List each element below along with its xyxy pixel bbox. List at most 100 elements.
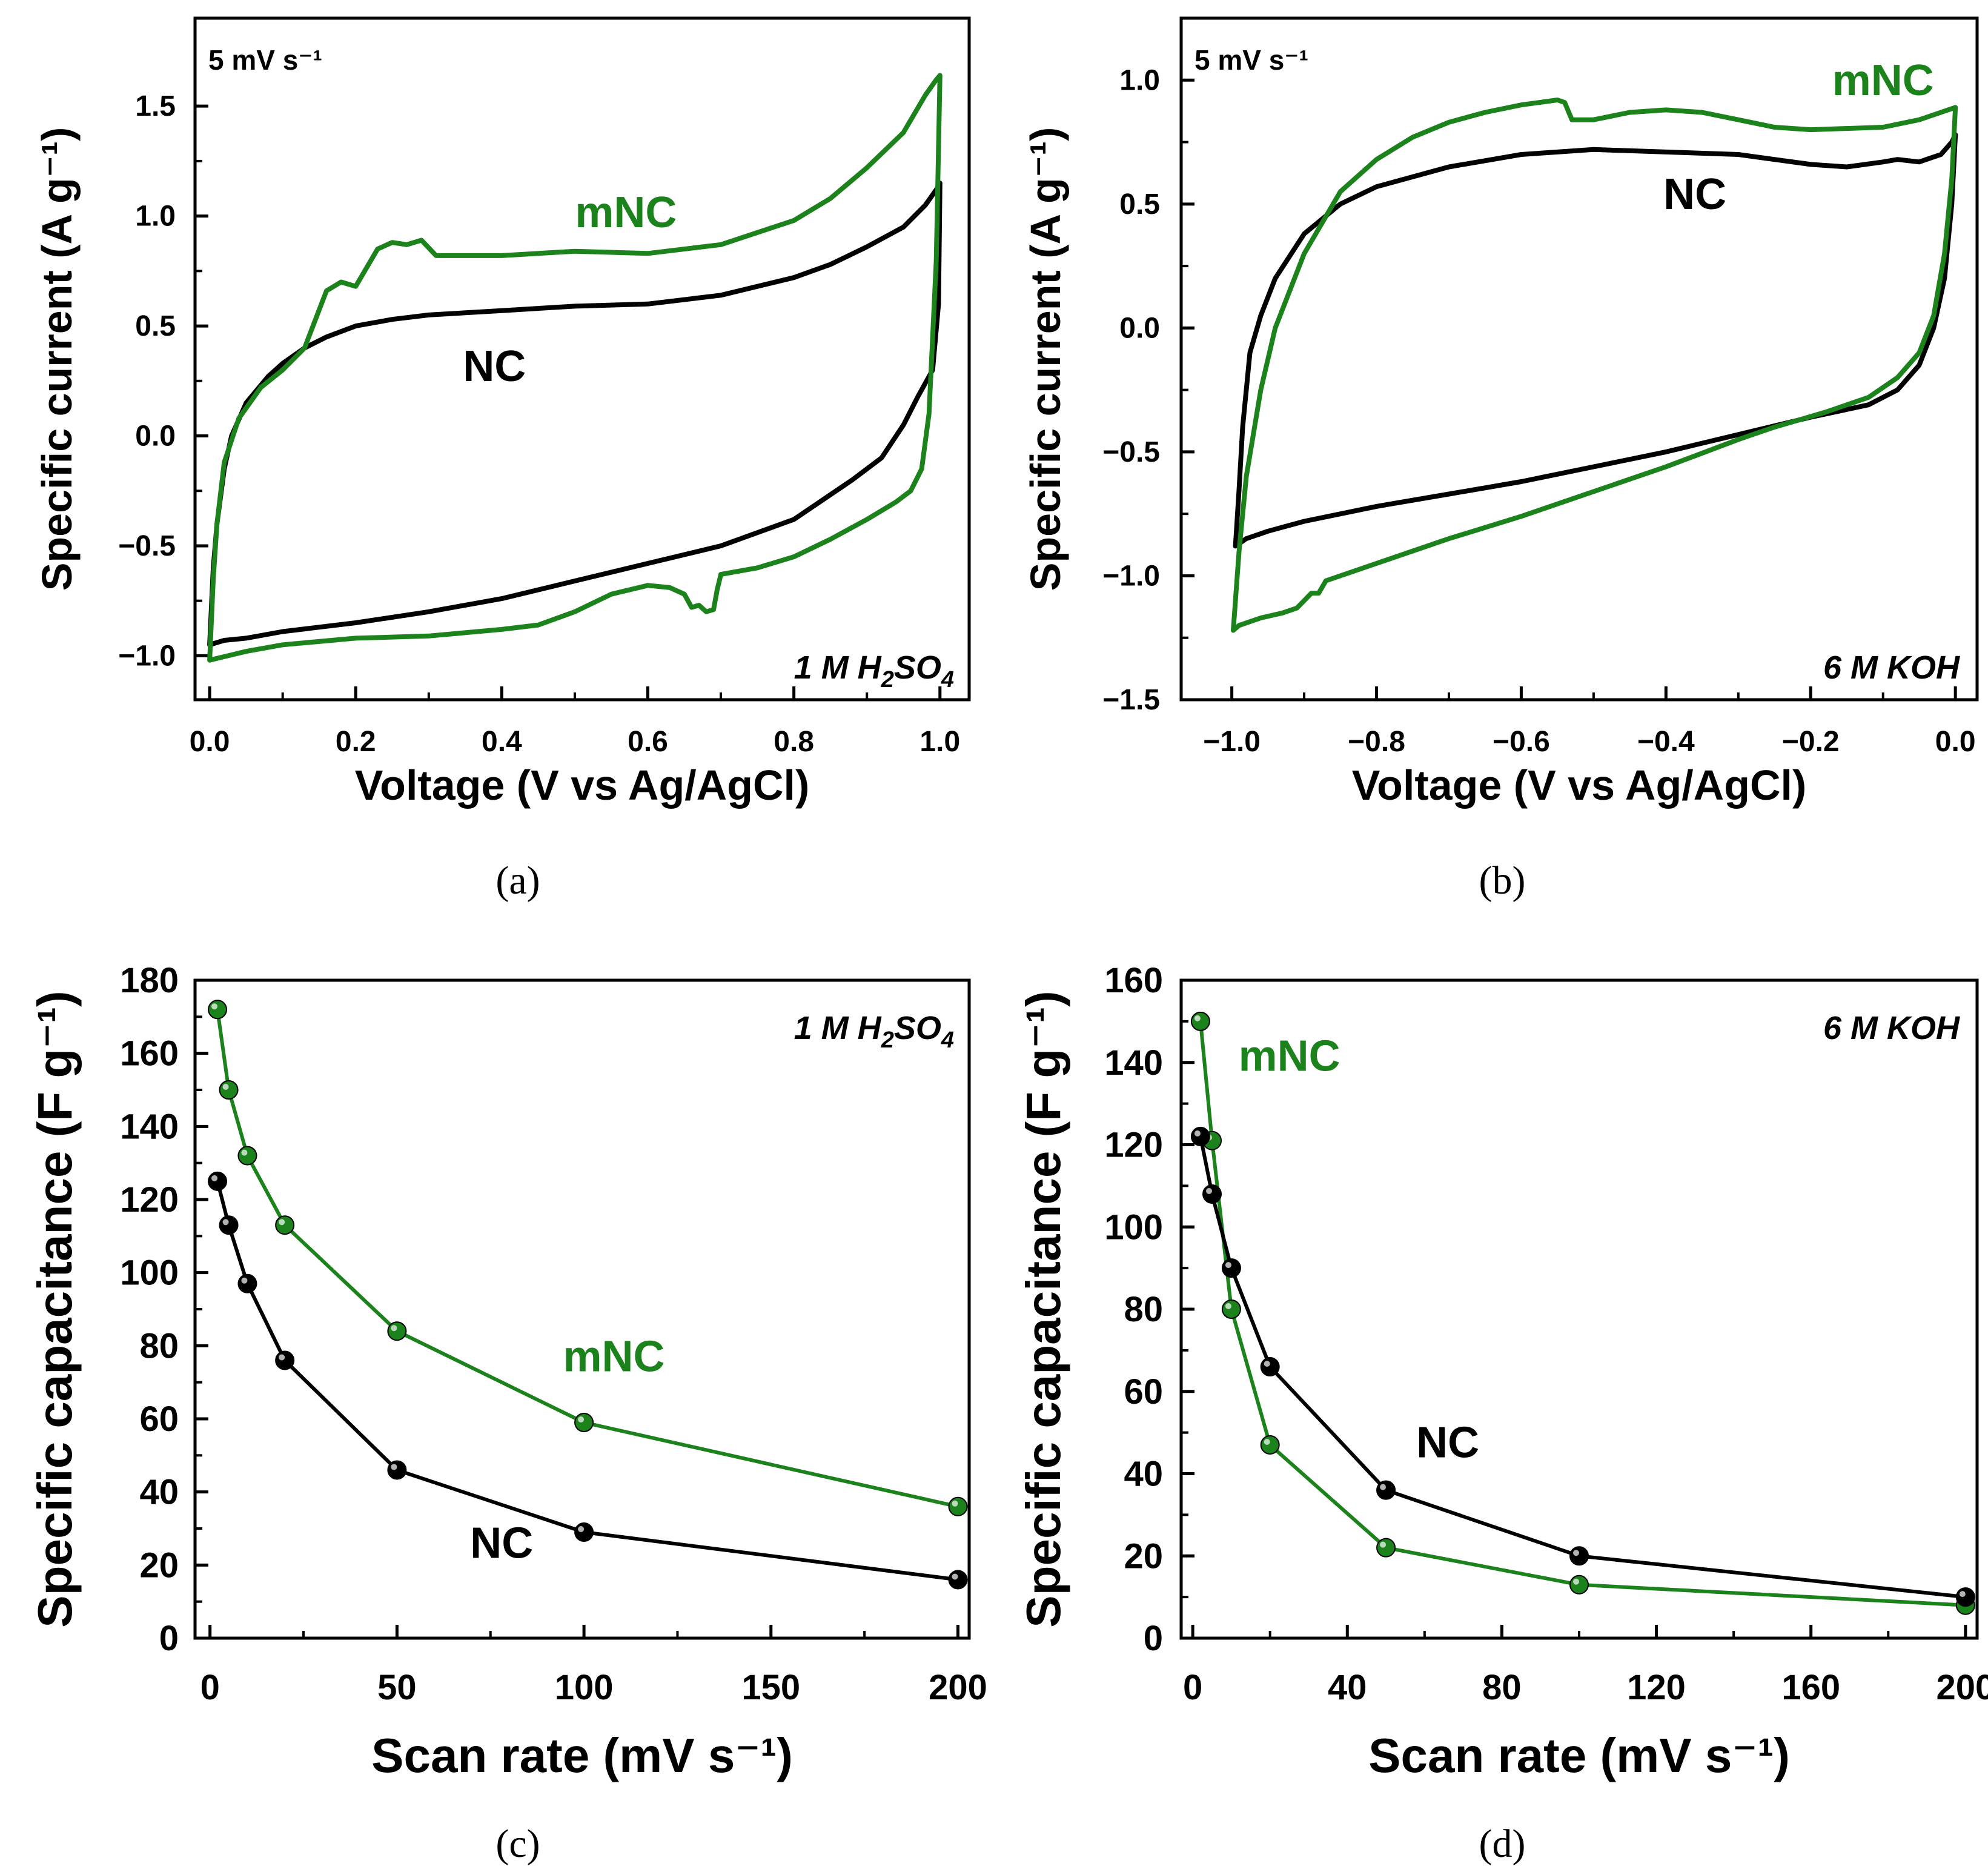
x-tick-label: 1.0 [919, 726, 960, 758]
x-tick-label: 200 [929, 1668, 987, 1707]
x-tick-label: 0.2 [336, 726, 376, 758]
x-axis-title: Voltage (V vs Ag/AgCl) [1352, 762, 1807, 809]
data-point-mNC [1221, 1299, 1241, 1319]
x-tick-label: 200 [1936, 1668, 1988, 1707]
y-tick-label: −0.5 [1102, 436, 1160, 468]
x-tick-label: 0 [1183, 1668, 1202, 1707]
y-tick-label: 0.0 [135, 420, 176, 453]
y-tick-label: 0.5 [1119, 188, 1160, 221]
series-line-NC [1233, 132, 1958, 549]
data-point-highlight [578, 1526, 585, 1533]
x-tick-label: 100 [555, 1668, 614, 1707]
data-point-NC [208, 1171, 228, 1191]
y-tick-label: 20 [139, 1545, 179, 1585]
x-tick-label: 0 [200, 1668, 220, 1707]
data-point-mNC [237, 1146, 257, 1166]
series-label-mNC: mNC [1239, 1032, 1340, 1080]
electrolyte-label: 6 M KOH [1823, 1010, 1960, 1046]
y-tick-label: 80 [1124, 1290, 1163, 1329]
data-point-mNC [1569, 1575, 1589, 1595]
data-point-mNC [574, 1413, 594, 1433]
data-point-mNC [387, 1321, 407, 1341]
chart-panel-a: 0.0 0.2 0.4 0.6 0.8 1.0 −1.0 −0.5 0.0 0.5 1.0 1.5 Vo… [33, 16, 971, 903]
panel-label-c: (c) [495, 1822, 540, 1866]
data-point-highlight [1573, 1550, 1579, 1556]
data-point-mNC [1260, 1435, 1280, 1455]
electrolyte-label: 1 M H2SO4 [794, 649, 954, 692]
y-tick-label: 140 [1104, 1043, 1163, 1083]
series-line-mNC [207, 73, 943, 663]
data-point-NC [948, 1570, 968, 1590]
data-point-highlight [1573, 1578, 1579, 1585]
data-point-NC [237, 1273, 257, 1293]
x-tick-label: −0.6 [1493, 726, 1550, 758]
x-tick-label: 50 [377, 1668, 417, 1707]
y-tick-label: 120 [120, 1180, 179, 1220]
data-point-mNC [1376, 1538, 1396, 1558]
data-point-highlight [279, 1219, 285, 1226]
data-point-highlight [952, 1500, 958, 1507]
y-tick-label: 100 [120, 1253, 179, 1293]
y-tick-label: −1.0 [118, 640, 176, 672]
data-point-highlight [1194, 1130, 1201, 1137]
chart-panel-c: 0 50 100 150 200 0 20 40 60 80 100 120 140 160 180 Scan… [28, 961, 987, 1866]
data-point-NC [1569, 1546, 1589, 1566]
data-point-highlight [1380, 1541, 1387, 1548]
x-axis-title: Scan rate (mV s⁻¹) [371, 1728, 793, 1782]
data-point-mNC [1190, 1011, 1210, 1031]
series-label-NC: NC [463, 342, 526, 391]
plot-frame [1179, 16, 1979, 702]
series-label-NC: NC [1416, 1418, 1479, 1467]
y-tick-label: 120 [1104, 1126, 1163, 1165]
series-line-NC [1198, 1134, 1967, 1599]
data-point-mNC [275, 1215, 295, 1235]
data-point-highlight [578, 1416, 585, 1423]
data-point-highlight [1206, 1187, 1213, 1194]
data-point-highlight [1380, 1484, 1387, 1490]
plot-frame [193, 16, 971, 702]
data-point-highlight [391, 1464, 397, 1470]
y-tick-label: 160 [120, 1034, 179, 1074]
data-point-NC [275, 1350, 295, 1370]
data-point-mNC [208, 1000, 228, 1020]
x-tick-label: 40 [1328, 1668, 1367, 1707]
panel-label-b: (b) [1479, 858, 1526, 903]
y-tick-label: 40 [1124, 1455, 1163, 1494]
series-label-NC: NC [1663, 170, 1726, 219]
y-tick-label: 140 [120, 1107, 179, 1146]
series-line-mNC [1198, 1019, 1967, 1607]
x-tick-label: 80 [1482, 1668, 1522, 1707]
x-tick-label: 0.6 [628, 726, 668, 758]
y-axis-title: Specific current (A g⁻¹) [1022, 127, 1069, 591]
y-axis-title: Specific capacitance (F g⁻¹) [1016, 991, 1070, 1627]
y-tick-label: 60 [1124, 1372, 1163, 1412]
y-axis-title: Specific current (A g⁻¹) [33, 127, 81, 591]
y-tick-label: 0 [1144, 1619, 1163, 1658]
scan-rate-annotation: 5 mV s⁻¹ [1194, 44, 1308, 76]
data-point-highlight [391, 1325, 397, 1332]
x-tick-label: −0.2 [1782, 726, 1840, 758]
y-tick-label: −0.5 [118, 530, 176, 562]
data-point-NC [574, 1522, 594, 1542]
chart-panel-b: −1.0 −0.8 −0.6 −0.4 −0.2 0.0 −1.5 −1.0 −0.5 0.0 0.… [1022, 16, 1979, 903]
data-point-highlight [211, 1175, 218, 1181]
data-point-highlight [222, 1084, 229, 1090]
data-point-highlight [222, 1219, 229, 1226]
series-label-mNC: mNC [1832, 56, 1934, 105]
y-tick-label: 0.0 [1119, 312, 1160, 344]
series-line-mNC [1231, 98, 1958, 633]
series-label-NC: NC [470, 1519, 533, 1567]
data-point-highlight [1225, 1303, 1231, 1309]
y-tick-label: 0.5 [135, 310, 176, 342]
y-tick-label: 180 [120, 961, 179, 1000]
data-point-highlight [952, 1573, 958, 1580]
x-tick-label: 0.4 [482, 726, 522, 758]
x-tick-label: 0.0 [190, 726, 230, 758]
data-point-highlight [279, 1354, 285, 1361]
y-tick-label: 100 [1104, 1207, 1163, 1247]
x-tick-label: 150 [741, 1668, 800, 1707]
y-tick-label: −1.0 [1102, 560, 1160, 592]
data-point-mNC [948, 1496, 968, 1516]
x-tick-label: 0.8 [774, 726, 814, 758]
